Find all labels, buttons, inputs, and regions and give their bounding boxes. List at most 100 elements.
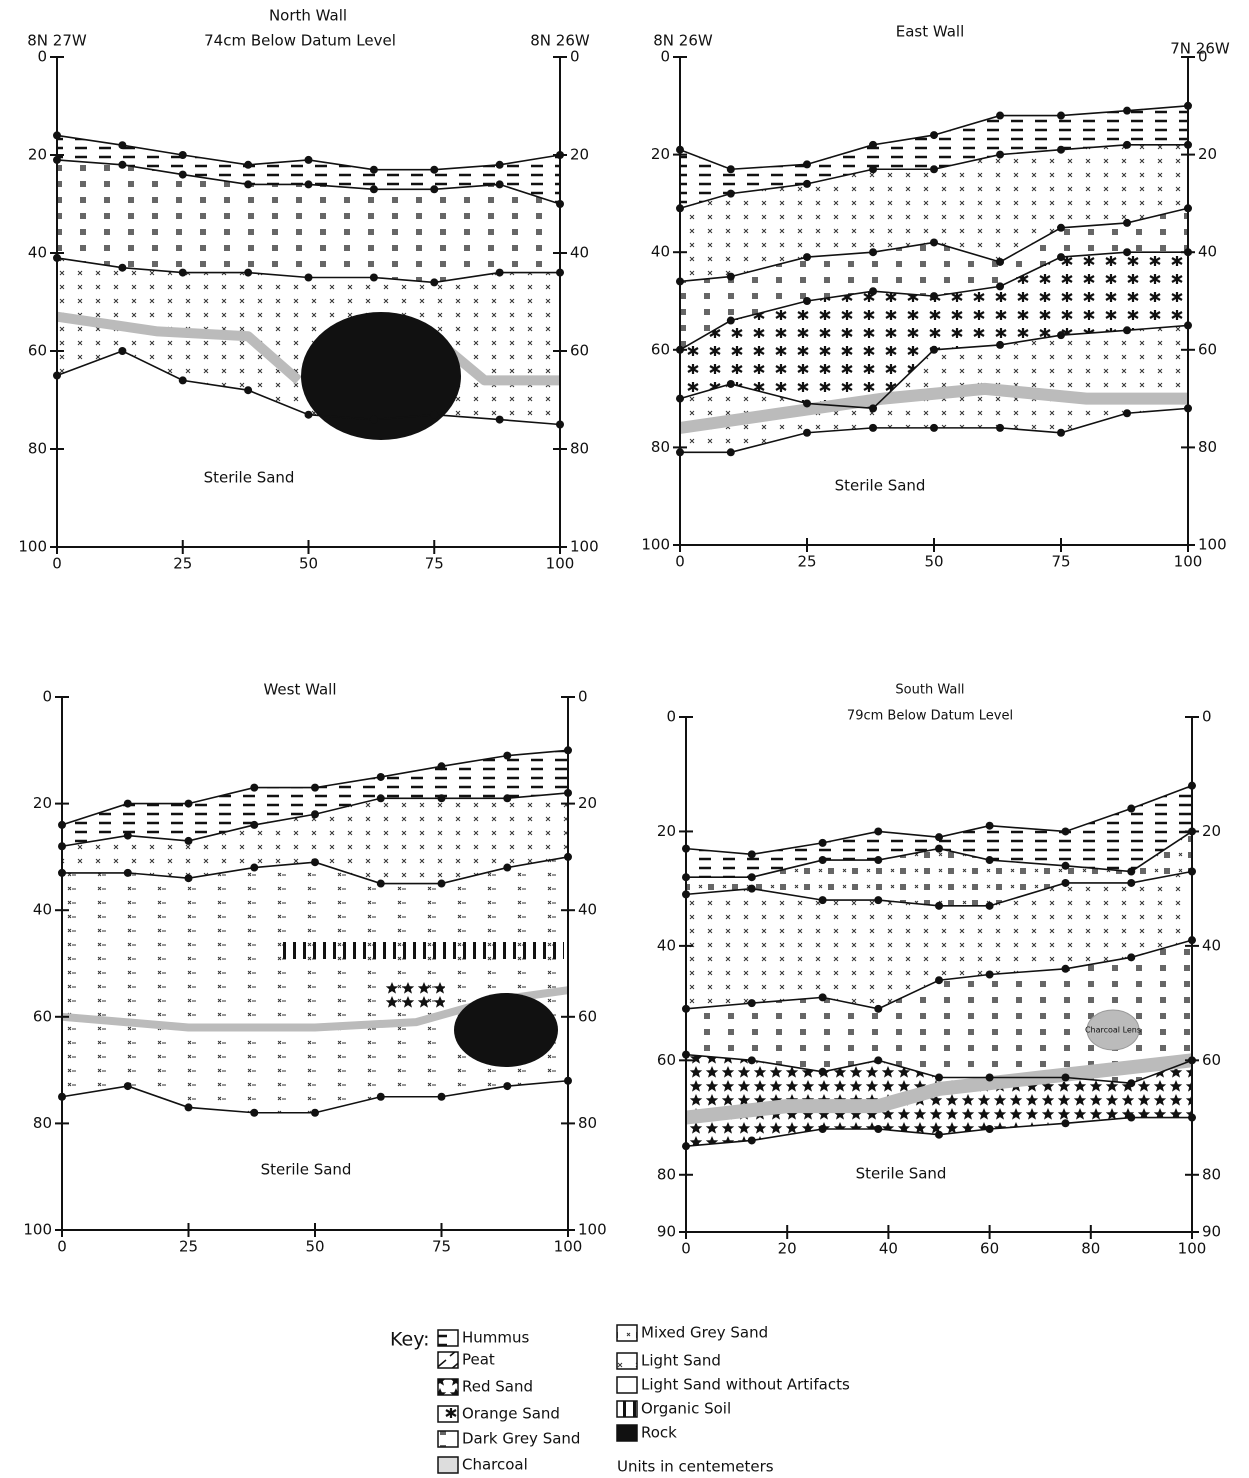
boundary-point: [1127, 1114, 1135, 1122]
boundary-point: [430, 411, 438, 419]
key-item: Light Sand: [641, 1352, 721, 1370]
boundary-point: [819, 993, 827, 1001]
red-sand: [385, 980, 445, 1008]
boundary-point: [250, 864, 258, 872]
boundary-point: [118, 264, 126, 272]
boundary-point: [496, 161, 504, 169]
y-tick-label: 40: [28, 244, 47, 262]
boundary-point: [244, 386, 252, 394]
boundary-point: [1123, 326, 1131, 334]
y-tick-label: 100: [18, 538, 47, 556]
y-tick-label: 80: [33, 1114, 52, 1132]
boundary-point: [986, 856, 994, 864]
boundary-point: [124, 869, 132, 877]
panel-subtitle: 74cm Below Datum Level: [204, 32, 396, 50]
boundary-point: [1062, 827, 1070, 835]
y-tick-label: 60: [651, 340, 670, 358]
boundary-point: [869, 404, 877, 412]
y-tick-label: 40: [578, 901, 597, 919]
boundary-point: [496, 180, 504, 188]
boundary-point: [1123, 248, 1131, 256]
key-item: Dark Grey Sand: [462, 1430, 580, 1448]
key-item: Peat: [462, 1351, 495, 1369]
boundary-point: [1127, 868, 1135, 876]
x-tick-label: 25: [797, 553, 816, 571]
boundary-point: [819, 1068, 827, 1076]
boundary-point: [370, 166, 378, 174]
x-tick-label: 60: [980, 1240, 999, 1258]
boundary-point: [496, 416, 504, 424]
boundary-point: [1062, 965, 1070, 973]
page: {"panels": [ {"title": "North Wall", "su…: [0, 0, 1249, 1478]
boundary-point: [1062, 879, 1070, 887]
boundary-point: [803, 429, 811, 437]
boundary-point: [819, 839, 827, 847]
x-tick-label: 80: [1081, 1240, 1100, 1258]
diagram: 8N 27W 8N 26W North Wall 74cm Below Datu…: [0, 0, 1249, 1478]
y-tick-label: 60: [570, 342, 589, 360]
x-tick-label: 50: [924, 553, 943, 571]
boundary-point: [503, 864, 511, 872]
y-tick-label: 40: [33, 901, 52, 919]
key-item: Mixed Grey Sand: [641, 1324, 768, 1342]
key-item: Charcoal: [462, 1456, 528, 1474]
y-tick-label: 60: [657, 1051, 676, 1069]
boundary-point: [996, 424, 1004, 432]
key-swatch: [617, 1425, 637, 1441]
key-swatch: [438, 1457, 458, 1473]
y-tick-label: 20: [33, 794, 52, 812]
key-title: Key:: [390, 1329, 429, 1351]
boundary-point: [935, 845, 943, 853]
boundary-point: [930, 165, 938, 173]
y-tick-label: 100: [570, 538, 599, 556]
y-tick-label: 20: [1198, 145, 1217, 163]
boundary-point: [727, 273, 735, 281]
boundary-point: [430, 278, 438, 286]
organic-soil: [282, 942, 564, 959]
boundary-point: [748, 850, 756, 858]
y-tick-label: 80: [28, 440, 47, 458]
y-tick-label: 20: [657, 822, 676, 840]
boundary-point: [986, 1125, 994, 1133]
boundary-point: [185, 800, 193, 808]
boundary-point: [748, 999, 756, 1007]
key-item: Rock: [641, 1424, 677, 1442]
boundary-point: [803, 297, 811, 305]
boundary-point: [803, 180, 811, 188]
key-item: Orange Sand: [462, 1405, 560, 1423]
y-tick-label: 0: [42, 688, 52, 706]
y-tick-label: 80: [657, 1165, 676, 1183]
boundary-point: [727, 448, 735, 456]
y-tick-label: 100: [578, 1221, 607, 1239]
boundary-point: [869, 141, 877, 149]
y-tick-label: 20: [1202, 822, 1221, 840]
y-tick-label: 80: [578, 1114, 597, 1132]
key-swatch: [438, 1352, 458, 1368]
key-swatch: [617, 1353, 637, 1369]
key-item: Hummus: [462, 1329, 530, 1347]
x-tick-label: 0: [675, 553, 685, 571]
x-tick-label: 25: [179, 1238, 198, 1256]
boundary-point: [819, 896, 827, 904]
boundary-point: [185, 1103, 193, 1111]
y-tick-label: 60: [33, 1007, 52, 1025]
y-tick-label: 0: [570, 48, 580, 66]
boundary-point: [874, 827, 882, 835]
boundary-point: [819, 856, 827, 864]
boundary-point: [727, 165, 735, 173]
y-tick-label: 100: [641, 536, 670, 554]
boundary-point: [370, 274, 378, 282]
panel-subtitle: 79cm Below Datum Level: [847, 709, 1013, 724]
y-tick-label: 0: [666, 708, 676, 726]
x-tick-label: 50: [299, 555, 318, 573]
boundary-point: [930, 424, 938, 432]
boundary-point: [1057, 146, 1065, 154]
boundary-point: [1057, 112, 1065, 120]
boundary-point: [996, 151, 1004, 159]
boundary-point: [124, 800, 132, 808]
y-tick-label: 0: [37, 48, 47, 66]
boundary-point: [503, 1082, 511, 1090]
boundary-point: [244, 180, 252, 188]
panel-title: West Wall: [263, 681, 336, 699]
boundary-point: [179, 151, 187, 159]
